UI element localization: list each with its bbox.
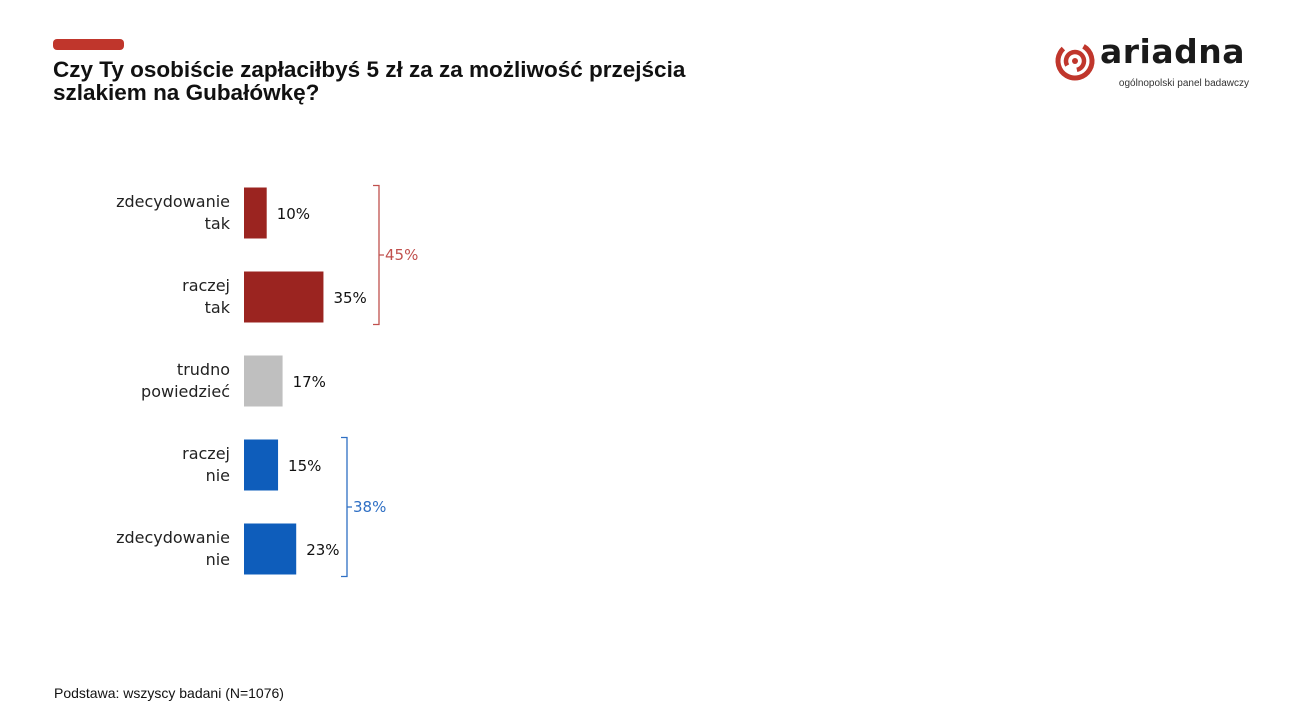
category-label: zdecydowanie — [116, 192, 230, 211]
category-label: trudno — [177, 360, 230, 379]
value-label: 35% — [333, 289, 366, 307]
group-total-label: 38% — [353, 498, 386, 516]
bar — [244, 271, 324, 323]
group-bracket — [341, 436, 352, 578]
title-line-2: szlakiem na Gubałówkę? — [53, 80, 320, 105]
category-label: raczej — [182, 444, 230, 463]
group-bracket — [373, 184, 384, 326]
bar — [244, 187, 267, 239]
footnote: Podstawa: wszyscy badani (N=1076) — [54, 685, 284, 701]
category-label: raczej — [182, 276, 230, 295]
category-label: nie — [206, 550, 230, 569]
category-label: powiedzieć — [141, 382, 230, 401]
category-label: zdecydowanie — [116, 528, 230, 547]
bar — [244, 355, 283, 407]
title-line-1: Czy Ty osobiście zapłaciłbyś 5 zł za za … — [53, 57, 686, 82]
group-total-label: 45% — [385, 246, 418, 264]
value-label: 15% — [288, 457, 321, 475]
bar — [244, 439, 279, 491]
value-label: 10% — [277, 205, 310, 223]
bar — [244, 523, 297, 575]
logo-tagline: ogólnopolski panel badawczy — [1118, 78, 1249, 89]
category-label: nie — [206, 466, 230, 485]
category-label: tak — [205, 298, 231, 317]
category-label: tak — [205, 214, 231, 233]
ariadna-spiral-icon — [1055, 41, 1095, 81]
value-label: 23% — [306, 541, 339, 559]
ariadna-logo: ariadna ogólnopolski panel badawczy — [1054, 32, 1254, 92]
logo-wordmark: ariadna — [1100, 32, 1246, 71]
value-label: 17% — [293, 373, 326, 391]
page-title: Czy Ty osobiście zapłaciłbyś 5 zł za za … — [53, 58, 813, 104]
title-accent-bar — [53, 39, 124, 50]
